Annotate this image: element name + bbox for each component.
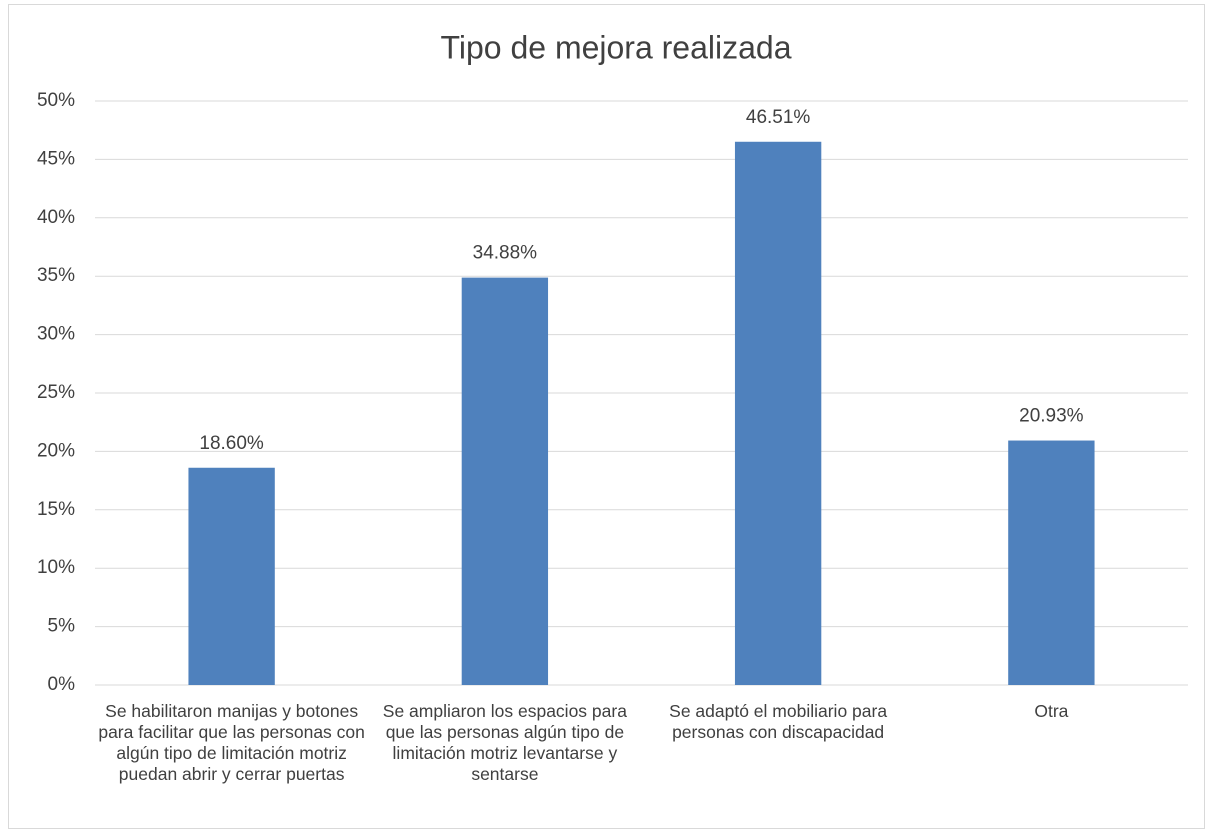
y-tick-label: 0% <box>48 674 76 695</box>
data-label: 20.93% <box>1019 406 1084 427</box>
bar <box>1008 440 1095 685</box>
x-tick-label: Se habilitaron manijas y botones para fa… <box>98 701 365 784</box>
x-tick-label: Otra <box>1034 701 1069 721</box>
chart-border <box>8 4 1205 829</box>
bar <box>188 467 275 685</box>
y-tick-label: 25% <box>37 382 75 403</box>
y-tick-label: 50% <box>37 90 75 111</box>
x-tick-label: Se ampliaron los espacios para que las p… <box>382 701 627 784</box>
y-tick-label: 15% <box>37 499 75 520</box>
data-label: 34.88% <box>473 243 538 264</box>
data-label: 46.51% <box>746 107 811 128</box>
bar <box>734 141 822 686</box>
y-tick-label: 20% <box>37 440 75 461</box>
bar <box>461 277 549 685</box>
y-tick-label: 10% <box>37 557 75 578</box>
y-tick-label: 35% <box>37 265 75 286</box>
chart-title: Tipo de mejora realizada <box>441 29 792 65</box>
x-tick-label: Se adaptó el mobiliario para personas co… <box>669 701 888 742</box>
y-tick-label: 30% <box>37 324 75 345</box>
y-tick-label: 40% <box>37 207 75 228</box>
y-tick-label: 5% <box>48 616 76 637</box>
data-label: 18.60% <box>199 433 264 454</box>
y-tick-label: 45% <box>37 148 75 169</box>
